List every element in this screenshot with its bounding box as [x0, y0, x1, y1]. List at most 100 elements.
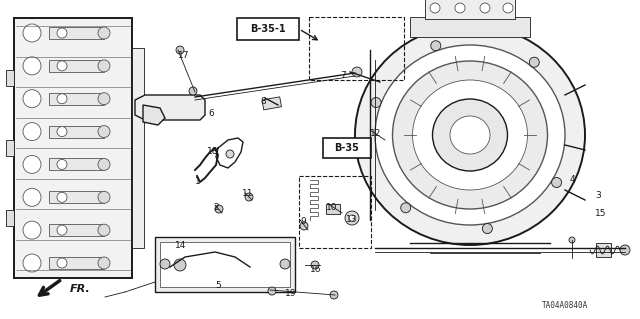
- Circle shape: [268, 287, 276, 295]
- Bar: [237, 18, 299, 40]
- Circle shape: [430, 3, 440, 13]
- Bar: [6, 210, 14, 226]
- Circle shape: [98, 257, 110, 269]
- Circle shape: [57, 127, 67, 137]
- Circle shape: [98, 224, 110, 236]
- Circle shape: [401, 203, 411, 213]
- Bar: [410, 17, 530, 37]
- Text: 18: 18: [207, 147, 219, 157]
- Circle shape: [160, 259, 170, 269]
- Text: B-35: B-35: [335, 143, 360, 153]
- Bar: [262, 97, 282, 110]
- Text: B-35-1: B-35-1: [250, 24, 286, 34]
- Circle shape: [98, 191, 110, 203]
- Bar: [425, 0, 515, 19]
- Polygon shape: [143, 105, 165, 125]
- Circle shape: [189, 87, 197, 95]
- Circle shape: [57, 28, 67, 38]
- Bar: [49, 126, 104, 137]
- Circle shape: [552, 177, 562, 188]
- Circle shape: [620, 245, 630, 255]
- Circle shape: [23, 24, 41, 42]
- Bar: [49, 191, 104, 203]
- Ellipse shape: [355, 25, 585, 245]
- Text: TA04A0840A: TA04A0840A: [542, 300, 588, 309]
- Circle shape: [98, 60, 110, 72]
- Text: 5: 5: [215, 281, 221, 291]
- Circle shape: [23, 90, 41, 108]
- Circle shape: [23, 155, 41, 174]
- Text: 2: 2: [213, 203, 219, 211]
- Circle shape: [280, 259, 290, 269]
- Circle shape: [529, 57, 540, 67]
- Text: 13: 13: [346, 214, 358, 224]
- Circle shape: [23, 188, 41, 206]
- Circle shape: [503, 3, 513, 13]
- Circle shape: [345, 211, 359, 225]
- Circle shape: [371, 98, 381, 108]
- Circle shape: [352, 67, 362, 77]
- Text: 19: 19: [285, 288, 297, 298]
- Circle shape: [483, 224, 492, 234]
- Text: 15: 15: [595, 209, 607, 218]
- Circle shape: [174, 259, 186, 271]
- Bar: [49, 60, 104, 72]
- Circle shape: [23, 254, 41, 272]
- Circle shape: [480, 3, 490, 13]
- Circle shape: [300, 222, 308, 230]
- Bar: [155, 237, 295, 292]
- Circle shape: [57, 225, 67, 235]
- Circle shape: [57, 192, 67, 202]
- Bar: [49, 93, 104, 105]
- Ellipse shape: [392, 61, 547, 209]
- Text: 11: 11: [243, 189, 253, 197]
- Polygon shape: [135, 95, 205, 120]
- Circle shape: [349, 215, 355, 221]
- Text: 8: 8: [260, 97, 266, 106]
- Bar: [6, 70, 14, 86]
- Circle shape: [98, 93, 110, 105]
- Text: 3: 3: [595, 191, 601, 201]
- Text: 17: 17: [179, 50, 189, 60]
- Bar: [49, 159, 104, 170]
- Circle shape: [311, 261, 319, 269]
- Circle shape: [330, 291, 338, 299]
- Circle shape: [245, 193, 253, 201]
- Text: 6: 6: [208, 108, 214, 117]
- Circle shape: [455, 3, 465, 13]
- Circle shape: [98, 159, 110, 170]
- Circle shape: [98, 27, 110, 39]
- Text: 1: 1: [195, 177, 201, 187]
- Text: 12: 12: [371, 129, 381, 137]
- Text: 9: 9: [300, 218, 306, 226]
- Text: 16: 16: [310, 265, 322, 275]
- Ellipse shape: [413, 80, 527, 190]
- Circle shape: [57, 94, 67, 104]
- Ellipse shape: [375, 45, 565, 225]
- Circle shape: [569, 237, 575, 243]
- Circle shape: [57, 258, 67, 268]
- Circle shape: [57, 160, 67, 169]
- Bar: [14, 18, 132, 278]
- Bar: [596, 243, 611, 257]
- Bar: [309, 17, 404, 80]
- Circle shape: [98, 126, 110, 137]
- Circle shape: [23, 221, 41, 239]
- Circle shape: [23, 122, 41, 141]
- Bar: [49, 257, 104, 269]
- Bar: [326, 204, 340, 214]
- Ellipse shape: [450, 116, 490, 154]
- Text: FR.: FR.: [70, 284, 91, 294]
- Bar: [323, 138, 371, 158]
- Bar: [132, 48, 144, 248]
- Text: 7: 7: [340, 71, 346, 80]
- Circle shape: [23, 57, 41, 75]
- Bar: [6, 140, 14, 156]
- Bar: [160, 242, 290, 287]
- Text: 4: 4: [569, 174, 575, 183]
- Circle shape: [226, 150, 234, 158]
- Bar: [299, 176, 371, 248]
- Ellipse shape: [433, 99, 508, 171]
- Circle shape: [431, 41, 441, 51]
- Text: 10: 10: [326, 203, 338, 211]
